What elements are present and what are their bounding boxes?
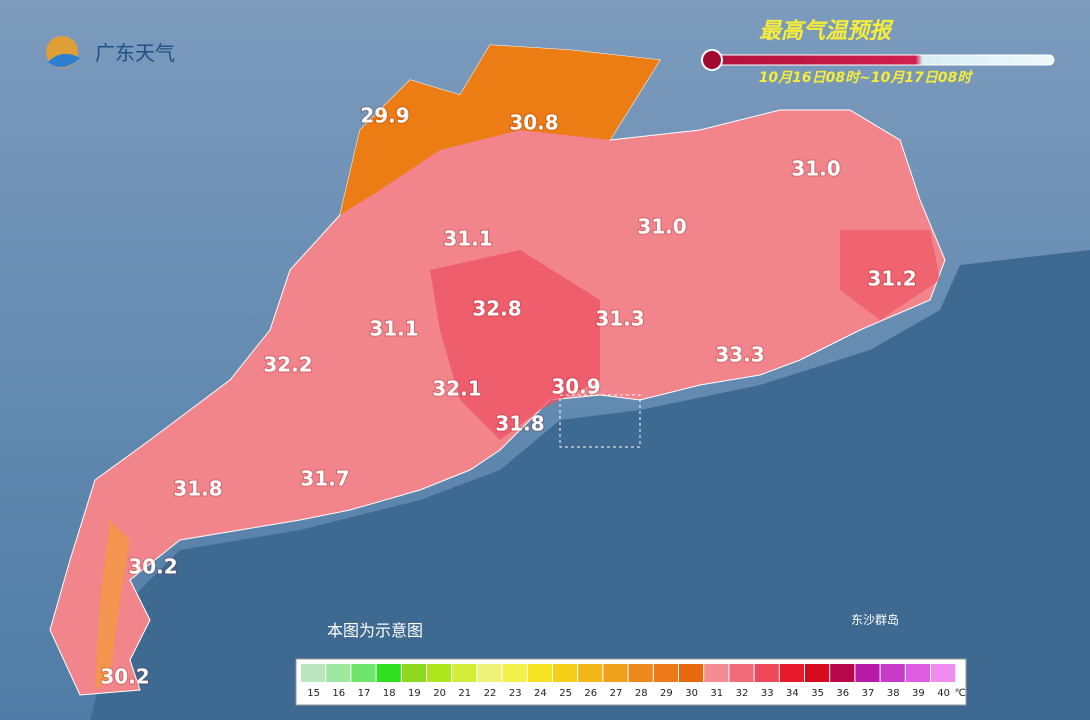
- hot-zone: [430, 250, 600, 440]
- warm-zone: [340, 45, 660, 215]
- legend-tick: 30: [685, 688, 698, 699]
- temperature-label: 31.1: [369, 317, 418, 341]
- thermometer-bulb: [701, 49, 723, 71]
- legend-swatch: [754, 664, 779, 682]
- legend-swatch: [805, 664, 830, 682]
- temperature-label: 31.1: [443, 227, 492, 251]
- legend-tick: 26: [584, 688, 597, 699]
- temperature-label: 30.2: [128, 555, 177, 579]
- legend-swatch: [905, 664, 930, 682]
- legend-swatch: [427, 664, 452, 682]
- note: 本图为示意图: [327, 621, 423, 640]
- warm-zone: [95, 520, 130, 690]
- legend-swatch: [477, 664, 502, 682]
- temperature-label: 31.7: [300, 467, 349, 491]
- legend-tick: 37: [862, 688, 875, 699]
- legend-swatch: [502, 664, 527, 682]
- hot-zone: [840, 230, 940, 320]
- legend-swatch: [779, 664, 804, 682]
- temperature-label: 31.0: [637, 215, 686, 239]
- legend-tick: 29: [660, 688, 673, 699]
- legend-swatch: [452, 664, 477, 682]
- legend-swatch: [729, 664, 754, 682]
- legend-swatch: [578, 664, 603, 682]
- legend-tick: 25: [559, 688, 572, 699]
- legend-tick: 34: [786, 688, 799, 699]
- legend-swatch: [830, 664, 855, 682]
- legend-unit: ℃: [955, 688, 966, 699]
- value-labels: 29.9 30.8 31.0 31.0 31.1 31.2 32.8 31.1 31.3 32.2…: [99, 103, 917, 690]
- legend-swatch: [603, 664, 628, 682]
- legend-tick: 36: [836, 688, 849, 699]
- legend-tick: 35: [811, 688, 824, 699]
- temperature-label: 31.0: [791, 157, 840, 181]
- temperature-label: 31.8: [495, 412, 544, 436]
- legend-swatch: [704, 664, 729, 682]
- legend-tick: 40: [937, 688, 950, 699]
- legend-swatch: [376, 664, 401, 682]
- temperature-label: 31.3: [595, 307, 644, 331]
- legend-tick: 18: [383, 688, 396, 699]
- legend-tick: 31: [710, 688, 723, 699]
- legend-swatch: [301, 664, 326, 682]
- island-label: 东沙群岛: [851, 612, 899, 627]
- legend-swatch: [931, 664, 956, 682]
- legend-swatch: [679, 664, 704, 682]
- legend-tick: 22: [484, 688, 497, 699]
- temperature-label: 29.9: [360, 104, 409, 128]
- legend-tick: 27: [610, 688, 623, 699]
- legend-swatch: [855, 664, 880, 682]
- title: 最高气温预报: [759, 18, 894, 44]
- legend-tick: 17: [358, 688, 371, 699]
- legend-swatch: [628, 664, 653, 682]
- temperature-label: 31.8: [173, 477, 222, 501]
- legend-swatch: [653, 664, 678, 682]
- logo-text: 广东天气: [95, 41, 175, 65]
- legend-tick: 21: [458, 688, 471, 699]
- legend-tick: 33: [761, 688, 774, 699]
- legend-tick: 23: [509, 688, 522, 699]
- temperature-label: 30.9: [551, 375, 600, 399]
- legend-swatch: [326, 664, 351, 682]
- legend-tick: 19: [408, 688, 421, 699]
- legend-swatch: [351, 664, 376, 682]
- legend-tick: 24: [534, 688, 547, 699]
- legend-swatch: [401, 664, 426, 682]
- temperature-label: 30.8: [509, 111, 558, 135]
- legend-tick: 16: [332, 688, 345, 699]
- legend-tick: 15: [307, 688, 320, 699]
- legend: 15 16 17 18 19 20 21 22 23 24 25 26 27 28 29 30 31 32 33 34…: [301, 664, 966, 699]
- legend-tick: 28: [635, 688, 648, 699]
- legend-swatch: [553, 664, 578, 682]
- legend-swatch: [880, 664, 905, 682]
- temperature-label: 30.2: [100, 665, 149, 689]
- legend-tick: 39: [912, 688, 925, 699]
- logo-icon: [48, 53, 80, 68]
- period: 10月16日08时~10月17日08时: [759, 70, 975, 86]
- temperature-label: 33.3: [715, 343, 764, 367]
- temperature-label: 32.1: [432, 377, 481, 401]
- temperature-label: 31.2: [867, 267, 916, 291]
- legend-tick: 32: [736, 688, 749, 699]
- legend-tick: 20: [433, 688, 446, 699]
- legend-tick: 38: [887, 688, 900, 699]
- temperature-label: 32.2: [263, 353, 312, 377]
- thermometer: [707, 54, 1055, 66]
- temperature-label: 32.8: [472, 297, 521, 321]
- legend-swatch: [527, 664, 552, 682]
